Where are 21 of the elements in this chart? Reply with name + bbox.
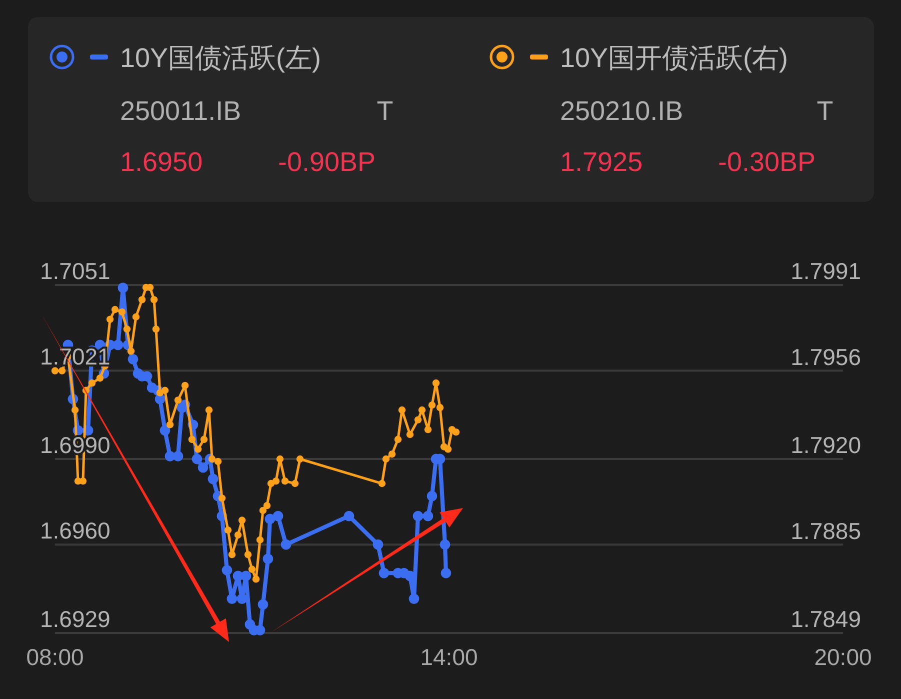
y2-tick-label: 1.7920: [790, 432, 861, 458]
x-tick-label: 08:00: [26, 644, 84, 670]
legend-label: 10Y国债活跃(左): [120, 43, 322, 73]
y2-tick-label: 1.7849: [790, 606, 861, 632]
text: 1.6950: [120, 147, 203, 177]
text: 250011.IB: [120, 96, 242, 126]
y-tick-label: 1.6929: [40, 606, 110, 632]
text: 250210.IB: [560, 96, 684, 126]
text: -0.90BP: [278, 147, 376, 177]
y-tick-label: 1.6960: [40, 518, 110, 544]
x-tick-label: 20:00: [814, 644, 872, 670]
text: T: [376, 96, 394, 126]
x-tick-label: 14:00: [420, 644, 478, 670]
y2-tick-label: 1.7956: [790, 344, 861, 370]
text: -0.30BP: [718, 147, 816, 177]
text: T: [816, 96, 834, 126]
legend-label: 10Y国开债活跃(右): [560, 43, 788, 73]
y2-tick-label: 1.7991: [790, 258, 861, 284]
y-tick-label: 1.7051: [40, 258, 110, 284]
y2-tick-label: 1.7885: [790, 518, 861, 544]
text: 1.7925: [560, 147, 643, 177]
